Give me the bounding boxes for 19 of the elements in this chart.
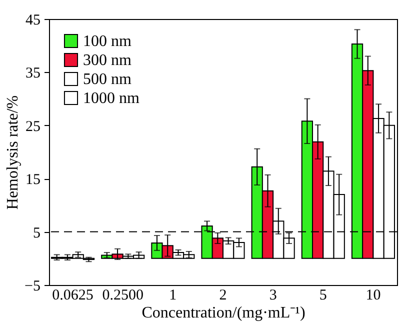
y-axis-title: Hemolysis rate/% (4, 95, 22, 210)
y-tick-label: 15 (26, 172, 40, 188)
y-tick-label: −5 (24, 278, 40, 294)
y-tick-label: 45 (26, 12, 40, 28)
legend-label: 300 nm (83, 52, 132, 69)
x-tick-label: 5 (319, 288, 327, 304)
x-tick-label: 10 (366, 288, 381, 304)
x-tick-label: 0.0625 (52, 288, 94, 304)
legend-label: 1000 nm (83, 90, 140, 107)
legend-label: 500 nm (83, 71, 132, 88)
x-axis-title: Concentration/(mg·mL⁻¹) (142, 304, 306, 322)
x-tick-label: 0.2500 (102, 288, 144, 304)
x-tick-label: 1 (169, 288, 177, 304)
x-tick-label: 2 (219, 288, 227, 304)
legend-label: 100 nm (83, 33, 132, 50)
y-tick-label: 25 (26, 118, 40, 135)
y-tick-label: 35 (26, 66, 40, 82)
y-tick-label: 5 (33, 225, 40, 242)
x-tick-label: 3 (269, 288, 277, 304)
